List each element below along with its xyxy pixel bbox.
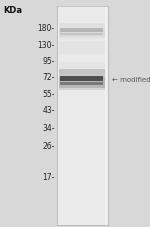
- Bar: [59, 23, 105, 37]
- Bar: [58, 41, 105, 54]
- Bar: [60, 33, 103, 35]
- Bar: [59, 29, 105, 39]
- Bar: [59, 29, 105, 39]
- Text: 55-: 55-: [42, 90, 55, 99]
- Text: 130-: 130-: [38, 41, 55, 50]
- Bar: [59, 69, 105, 88]
- Bar: [60, 28, 103, 32]
- Text: 180-: 180-: [38, 24, 55, 33]
- Text: 72-: 72-: [42, 73, 55, 82]
- Text: 95-: 95-: [42, 57, 55, 67]
- Bar: [58, 62, 105, 74]
- Text: 26-: 26-: [42, 142, 55, 151]
- Bar: [58, 6, 105, 225]
- Bar: [59, 77, 105, 90]
- Bar: [59, 69, 105, 88]
- Bar: [59, 23, 105, 37]
- Bar: [57, 6, 108, 225]
- Bar: [60, 82, 103, 85]
- Text: KDa: KDa: [3, 6, 22, 15]
- Bar: [59, 77, 105, 90]
- Text: 34-: 34-: [42, 123, 55, 133]
- Text: 17-: 17-: [42, 173, 55, 182]
- Text: 43-: 43-: [42, 106, 55, 115]
- Text: ← modified TORC1: ← modified TORC1: [112, 77, 150, 83]
- Bar: [60, 76, 103, 81]
